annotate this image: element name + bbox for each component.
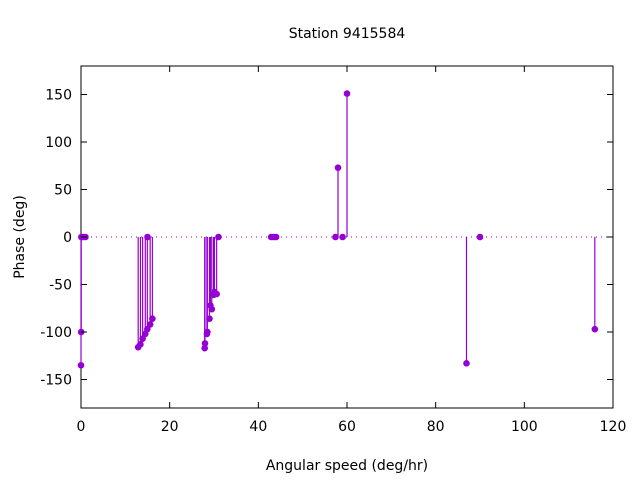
x-tick-label: 20 [161, 419, 179, 435]
y-tick-label: -50 [49, 278, 72, 294]
data-point [463, 360, 470, 367]
data-point [208, 305, 216, 313]
x-tick-label: 120 [600, 419, 627, 435]
x-tick-label: 0 [77, 419, 86, 435]
y-axis-label: Phase (deg) [12, 195, 28, 279]
data-point [144, 325, 151, 333]
data-point [334, 164, 342, 171]
x-tick-label: 60 [338, 419, 356, 435]
x-axis-ticks: 0 20 40 60 80 100 120 [77, 66, 627, 435]
y-tick-label: 50 [54, 183, 72, 199]
y-tick-label: 0 [63, 230, 72, 246]
data-point [144, 233, 151, 241]
data-point [476, 233, 484, 241]
chart-title: Station 9415584 [289, 26, 406, 42]
data-point [332, 233, 339, 241]
data-point [272, 233, 280, 241]
data-point [204, 328, 211, 336]
data-point [215, 233, 222, 241]
data-point [201, 344, 208, 352]
data-point [146, 321, 154, 328]
y-tick-label: -150 [40, 373, 72, 389]
data-point [149, 315, 156, 323]
x-tick-label: 80 [427, 419, 445, 435]
x-tick-label: 100 [511, 419, 538, 435]
data-point [339, 233, 346, 241]
y-tick-label: 150 [45, 88, 72, 104]
y-axis-ticks: -150 -100 -50 0 50 100 150 [40, 88, 613, 389]
data-point [201, 340, 209, 347]
data-point [213, 290, 220, 298]
x-axis-label: Angular speed (deg/hr) [266, 458, 428, 474]
y-tick-label: 100 [45, 135, 72, 151]
stem-series [80, 93, 596, 366]
x-tick-label: 40 [249, 419, 267, 435]
data-point [137, 341, 144, 348]
data-point [77, 361, 85, 369]
data-point [206, 315, 213, 323]
y-tick-label: -100 [40, 325, 72, 341]
data-point [591, 325, 599, 333]
data-point [343, 90, 351, 97]
point-series [77, 90, 599, 369]
